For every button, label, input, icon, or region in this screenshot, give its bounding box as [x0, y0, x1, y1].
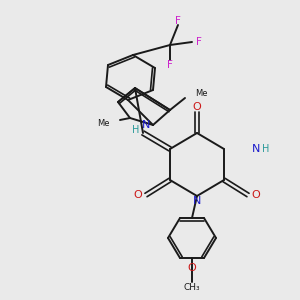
- Text: O: O: [252, 190, 260, 200]
- Text: N: N: [252, 144, 260, 154]
- Text: O: O: [193, 102, 201, 112]
- Text: Me: Me: [195, 88, 208, 98]
- Text: Me: Me: [98, 119, 110, 128]
- Text: F: F: [175, 16, 181, 26]
- Text: H: H: [262, 144, 270, 154]
- Text: O: O: [134, 190, 142, 200]
- Text: CH₃: CH₃: [184, 283, 200, 292]
- Text: F: F: [167, 60, 173, 70]
- Text: H: H: [132, 125, 140, 135]
- Text: F: F: [196, 37, 202, 47]
- Text: N: N: [142, 120, 150, 130]
- Text: O: O: [188, 263, 196, 273]
- Text: N: N: [193, 196, 201, 206]
